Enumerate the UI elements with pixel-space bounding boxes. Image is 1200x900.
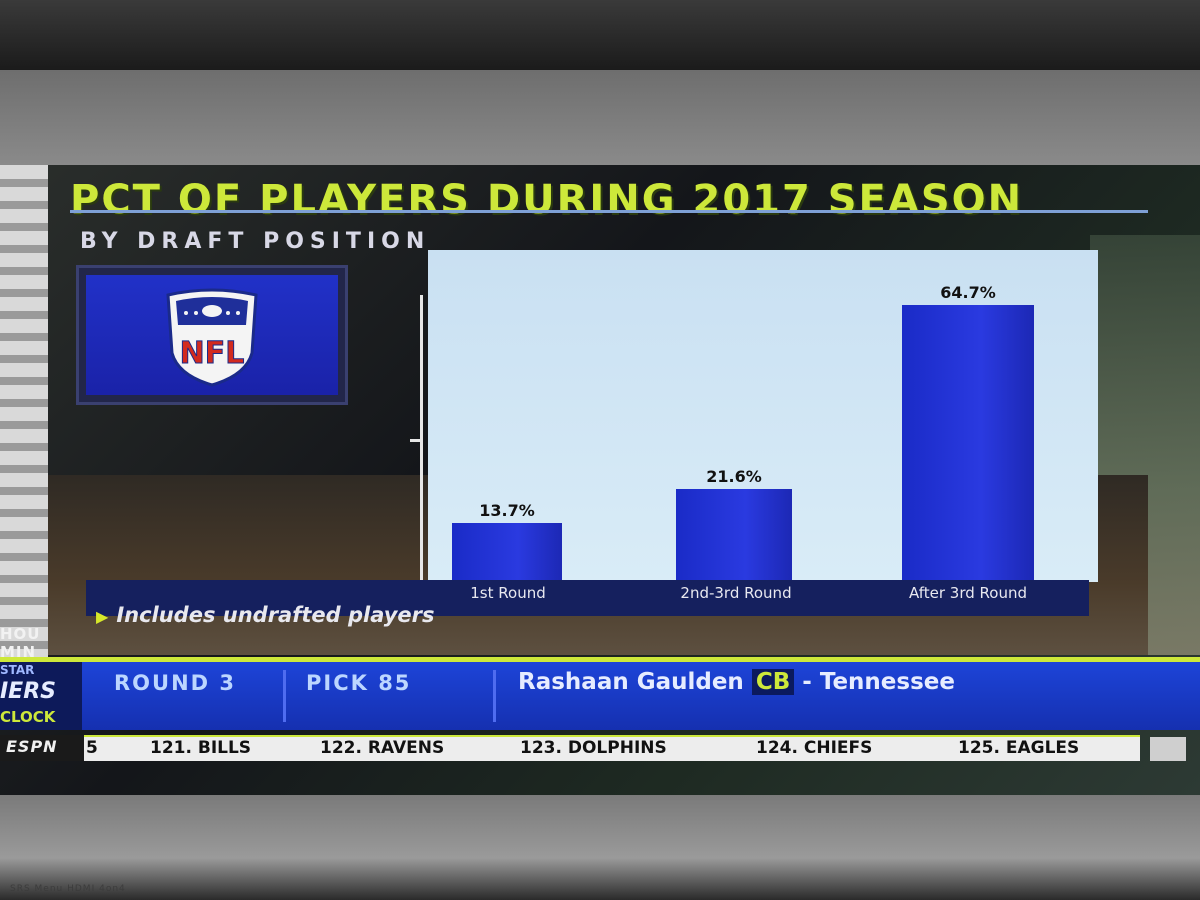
logo-text: NFL xyxy=(180,336,245,371)
logo-panel: NFL xyxy=(76,265,348,405)
bar-2nd-3rd-round xyxy=(676,489,792,582)
ticker-player: Rashaan Gaulden CB - Tennessee xyxy=(518,669,955,695)
player-name: Rashaan Gaulden xyxy=(518,669,744,695)
footnote-text: Includes undrafted players xyxy=(116,603,435,627)
tv-screen: HOU MIN PCT OF PLAYERS DURING 2017 SEASO… xyxy=(0,165,1200,795)
bottom-ticker-item-4: 124. CHIEFS xyxy=(756,738,873,758)
left-caption-line-2: MIN xyxy=(0,643,37,661)
clock-caption-line-2: IERS xyxy=(0,679,56,704)
bar-after-3rd-round xyxy=(902,304,1034,582)
network-logo-box xyxy=(0,735,84,761)
chart-title: PCT OF PLAYERS DURING 2017 SEASON xyxy=(70,177,1024,223)
ticker-divider-2 xyxy=(493,670,496,722)
nfl-mini-icon xyxy=(1150,737,1186,761)
data-label-1st-round: 13.7% xyxy=(479,501,535,521)
bottom-ticker-item-2: 122. RAVENS xyxy=(320,738,445,758)
network-logo: ESPN xyxy=(6,737,58,756)
bottom-ticker xyxy=(0,735,1140,761)
background-building xyxy=(0,165,48,665)
clock-caption-line-1: STAR xyxy=(0,663,35,677)
category-strip xyxy=(86,580,1089,616)
chart-subtitle: BY DRAFT POSITION xyxy=(80,229,431,254)
bar-chart: 13.7% 21.6% 64.7% xyxy=(428,250,1098,582)
draft-ticker xyxy=(0,662,1200,730)
on-the-clock-box xyxy=(0,662,82,730)
tv-control-label: SRS Menu HDMI 4on4 xyxy=(10,884,126,894)
tv-bezel-bottom xyxy=(0,795,1200,900)
left-axis-tick xyxy=(410,439,422,442)
title-rule xyxy=(70,210,1148,213)
player-position: CB xyxy=(751,669,795,695)
category-label-2nd-3rd-round: 2nd-3rd Round xyxy=(680,584,792,602)
tv-bezel-top xyxy=(0,0,1200,70)
nfl-shield-icon: NFL xyxy=(166,288,258,387)
ticker-top-rule xyxy=(0,657,1200,662)
data-label-after-3rd-round: 64.7% xyxy=(940,282,996,302)
bottom-ticker-lead: 5 xyxy=(86,738,98,758)
category-label-1st-round: 1st Round xyxy=(470,584,546,602)
triangle-bullet-icon: ▶ xyxy=(96,607,109,626)
ticker-round: ROUND 3 xyxy=(114,671,237,695)
bottom-ticker-item-1: 121. BILLS xyxy=(150,738,252,758)
footnote: ▶ Includes undrafted players xyxy=(96,603,435,627)
data-label-2nd-3rd-round: 21.6% xyxy=(706,467,762,487)
bottom-ticker-item-3: 123. DOLPHINS xyxy=(520,738,667,758)
category-label-after-3rd-round: After 3rd Round xyxy=(909,584,1027,602)
bar-1st-round xyxy=(452,523,562,582)
ticker-pick: PICK 85 xyxy=(306,671,412,695)
logo-background: NFL xyxy=(86,275,338,395)
ticker-divider-1 xyxy=(283,670,286,722)
player-team: - Tennessee xyxy=(802,669,955,695)
bottom-ticker-item-5: 125. EAGLES xyxy=(958,738,1080,758)
left-caption-line-1: HOU xyxy=(0,625,41,643)
clock-caption-line-3: CLOCK xyxy=(0,708,56,726)
tv-frame-band xyxy=(0,70,1200,165)
